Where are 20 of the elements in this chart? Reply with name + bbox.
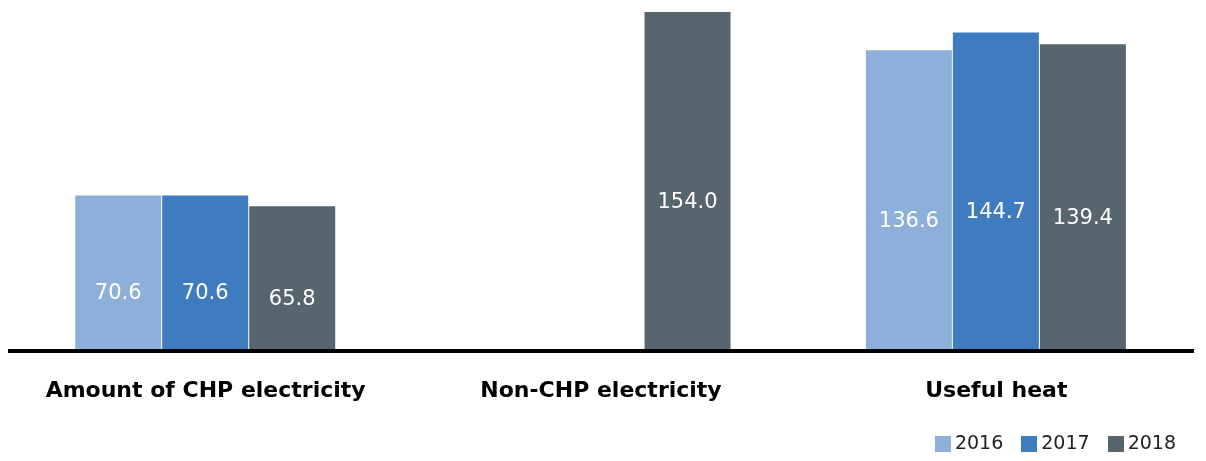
legend-label: 2016 bbox=[954, 431, 1004, 453]
data-label: 70.6 bbox=[181, 280, 229, 305]
x-tick-label: Non-CHP electricity bbox=[480, 376, 722, 402]
data-label: 154.0 bbox=[657, 188, 718, 213]
legend-label: 2018 bbox=[1127, 431, 1176, 453]
bar bbox=[162, 195, 249, 351]
bar bbox=[75, 195, 162, 351]
bar bbox=[249, 206, 336, 351]
bar bbox=[952, 32, 1039, 351]
bar bbox=[865, 50, 952, 351]
data-label: 144.7 bbox=[965, 198, 1026, 223]
bar bbox=[644, 12, 731, 351]
x-tick-label: Useful heat bbox=[925, 376, 1068, 402]
x-tick-label: Amount of CHP electricity bbox=[45, 376, 366, 402]
data-label: 65.8 bbox=[268, 285, 316, 310]
data-label: 136.6 bbox=[878, 207, 939, 232]
data-label: 139.4 bbox=[1052, 204, 1113, 229]
legend-label: 2017 bbox=[1041, 431, 1090, 453]
data-label: 70.6 bbox=[94, 280, 142, 305]
bar bbox=[1039, 44, 1126, 351]
